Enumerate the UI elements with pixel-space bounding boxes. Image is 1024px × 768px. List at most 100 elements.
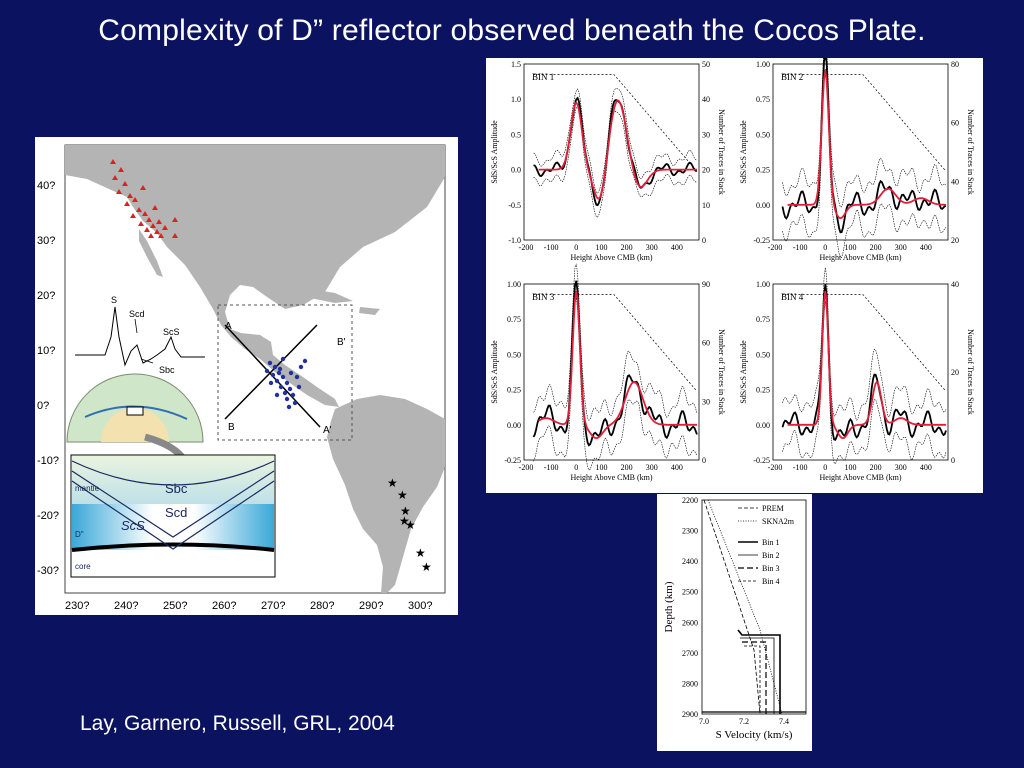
y-tick-label: 1.5 (511, 60, 521, 69)
profile-label: B' (337, 337, 346, 348)
x-tick-label: 100 (595, 463, 607, 472)
velocity-axes (701, 499, 807, 715)
x-tick-label: 400 (920, 463, 932, 472)
longitude-label: 270? (261, 600, 285, 612)
station-markers (110, 159, 178, 238)
section-label: Sbc (165, 481, 188, 496)
stack-line (781, 284, 947, 441)
synthetic-line (787, 290, 946, 440)
synthetic-line (538, 290, 697, 440)
depth-tick-label: 2900 (682, 710, 698, 719)
x-tick-label: 0 (823, 243, 827, 252)
y-tick-label: 0.50 (756, 130, 770, 139)
lower-bound-line (782, 301, 947, 465)
x-tick-label: 300 (895, 463, 907, 472)
y-axis-label: SdS/ScS Amplitude (739, 340, 748, 404)
right-axis-label: Number of Traces in Stack (966, 329, 975, 415)
skna2m-line (707, 499, 783, 715)
svg-text:★: ★ (421, 560, 432, 574)
x-axis-label: Height Above CMB (km) (571, 253, 653, 262)
longitude-label: 280? (310, 600, 334, 612)
event-markers: ★★★ ★★★★ (387, 476, 432, 574)
right-tick-label: 80 (951, 60, 959, 69)
section-label: Scd (165, 505, 187, 520)
svg-text:★: ★ (397, 488, 408, 502)
y-tick-label: 0.50 (756, 350, 770, 359)
depth-tick-label: 2800 (682, 679, 698, 688)
section-label: mantle (75, 484, 100, 493)
right-tick-label: 40 (702, 95, 710, 104)
south-america-land (327, 395, 445, 593)
dprime-cross-section: mantle Sbc Scd ScS D" core (70, 454, 276, 578)
stack-line (781, 51, 947, 234)
y-axis-label: SdS/ScS Amplitude (490, 120, 499, 184)
right-tick-label: 0 (702, 236, 706, 245)
bin3-line (742, 641, 767, 714)
right-axis-label: Number of Traces in Stack (717, 109, 726, 195)
waveform-label: ScS (163, 327, 180, 337)
x-tick-label: 100 (844, 463, 856, 472)
right-tick-label: 0 (702, 456, 706, 465)
x-tick-label: -200 (768, 463, 783, 472)
x-tick-label: -200 (768, 243, 783, 252)
latitude-labels: 40? 30? 20? 10? 0? -10? -20? -30? (37, 180, 59, 577)
waveform-inset: S Scd ScS Sbc (75, 295, 205, 375)
right-tick-label: 40 (951, 280, 959, 289)
right-tick-label: 10 (702, 201, 710, 210)
y-tick-label: -0.25 (753, 456, 770, 465)
x-tick-label: -200 (519, 243, 534, 252)
y-tick-label: -0.25 (504, 456, 521, 465)
velocity-axis-label: S Velocity (km/s) (716, 729, 793, 741)
x-tick-label: -100 (793, 243, 808, 252)
x-tick-label: 0 (823, 463, 827, 472)
right-tick-label: 60 (702, 339, 710, 348)
svg-text:★: ★ (400, 504, 411, 518)
depth-tick-label: 2400 (682, 557, 698, 566)
latitude-label: -30? (37, 565, 59, 577)
trace-count-line (782, 74, 947, 172)
svg-text:★: ★ (399, 514, 410, 528)
legend-entry: SKNA2m (762, 517, 795, 526)
velocity-tick-label: 7.4 (779, 717, 789, 726)
x-axis-label: Height Above CMB (km) (571, 473, 653, 482)
legend-entry: Bin 2 (762, 551, 780, 560)
y-tick-label: 1.0 (511, 95, 521, 104)
svg-text:★: ★ (405, 518, 416, 532)
y-tick-label: -1.0 (508, 236, 521, 245)
bin-panel: BIN 11.51.00.50.0-0.5-1.050403020100-200… (490, 60, 726, 262)
study-region-box (217, 304, 353, 441)
section-label: core (75, 562, 91, 571)
y-tick-label: -0.25 (753, 236, 770, 245)
x-axis-label: Height Above CMB (km) (820, 473, 902, 482)
bounce-points (264, 356, 308, 410)
citation: Lay, Garnero, Russell, GRL, 2004 (80, 712, 395, 735)
y-tick-label: 0.0 (511, 166, 521, 175)
lower-bound-line (533, 297, 698, 471)
latitude-label: 40? (37, 180, 55, 192)
synthetic-line (538, 99, 697, 200)
velocity-tick-label: 7.2 (739, 717, 749, 726)
y-tick-label: 0.00 (756, 201, 770, 210)
right-tick-label: 50 (702, 60, 710, 69)
y-tick-label: 1.00 (756, 60, 770, 69)
depth-tick-label: 2300 (682, 527, 698, 536)
x-tick-label: -100 (544, 463, 559, 472)
bin-panel: BIN 31.000.750.500.250.00-0.259060300-20… (490, 263, 726, 482)
y-tick-label: 0.00 (756, 421, 770, 430)
x-axis-label: Height Above CMB (km) (820, 253, 902, 262)
x-tick-label: 100 (595, 243, 607, 252)
trace-count-line (782, 294, 947, 392)
depth-axis-label: Depth (km) (663, 581, 675, 632)
bin2-line (740, 637, 775, 714)
upper-bound-line (533, 88, 698, 194)
y-tick-label: 0.75 (756, 315, 770, 324)
y-tick-label: 0.75 (507, 315, 521, 324)
right-tick-label: 20 (702, 166, 710, 175)
longitude-labels: 230? 240? 250? 260? 270? 280? 290? 300? (65, 600, 432, 612)
lower-bound-line (782, 68, 947, 258)
y-tick-label: 0.00 (507, 421, 521, 430)
trace-count-line (533, 294, 698, 392)
svg-text:★: ★ (415, 546, 426, 560)
synthetic-line (787, 71, 946, 220)
bin-label: BIN 4 (781, 292, 804, 302)
